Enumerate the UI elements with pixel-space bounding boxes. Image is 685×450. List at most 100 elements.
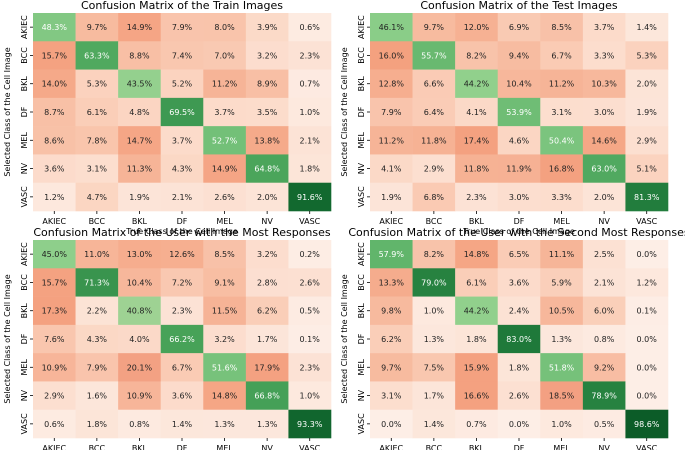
heatmap-cell: [160, 41, 204, 70]
cell-value-label: 4.7%: [87, 193, 108, 202]
heatmap-cell: [412, 69, 456, 99]
y-tick-label: VASC: [357, 413, 366, 435]
cell-value-label: 45.0%: [42, 250, 68, 259]
cell-value-label: 69.5%: [169, 108, 195, 117]
heatmap-cell: [203, 353, 247, 382]
heatmap-cell: [75, 381, 119, 411]
heatmap-cell: [118, 126, 162, 155]
heatmap-cell: [370, 97, 413, 127]
y-tick-label: BKL: [357, 76, 366, 92]
heatmap-cell: [75, 41, 119, 70]
y-tick-label: VASC: [20, 413, 29, 435]
cell-value-label: 14.0%: [42, 80, 68, 89]
cell-value-label: 8.6%: [44, 136, 65, 145]
heatmap-cell: [455, 240, 499, 269]
heatmap-cell: [75, 69, 119, 99]
cell-value-label: 0.1%: [300, 335, 321, 344]
cell-value-label: 0.0%: [381, 420, 402, 429]
heatmap-cell: [540, 268, 584, 297]
x-tick-label: DF: [514, 444, 525, 450]
cell-value-label: 46.1%: [379, 23, 405, 32]
cell-value-label: 81.3%: [634, 193, 660, 202]
cell-value-label: 1.0%: [300, 392, 321, 401]
cell-value-label: 1.3%: [257, 420, 278, 429]
heatmap-cell: [412, 182, 456, 212]
cell-value-label: 3.9%: [257, 23, 278, 32]
x-tick-label: BKL: [132, 444, 148, 450]
cell-value-label: 11.8%: [464, 165, 490, 174]
x-tick-label: BKL: [469, 217, 485, 226]
heatmap-cell: [455, 324, 499, 354]
cell-value-label: 9.8%: [381, 307, 402, 316]
heatmap-cell: [497, 13, 541, 42]
cell-value-label: 12.6%: [169, 250, 195, 259]
cell-value-label: 11.8%: [421, 136, 447, 145]
heatmap-cell: [288, 240, 332, 269]
cell-value-label: 9.4%: [509, 51, 530, 60]
cell-value-label: 57.9%: [379, 250, 405, 259]
y-tick-label: MEL: [357, 132, 366, 149]
cell-value-label: 40.8%: [127, 307, 153, 316]
heatmap-cell: [455, 182, 499, 212]
cell-value-label: 10.4%: [127, 278, 153, 287]
heatmap-cell: [582, 97, 626, 127]
heatmap-cell: [412, 13, 456, 42]
cell-value-label: 6.7%: [551, 51, 572, 60]
heatmap-cell: [118, 353, 162, 382]
heatmap-cell: [625, 41, 669, 70]
cell-value-label: 8.2%: [424, 250, 445, 259]
cell-value-label: 0.0%: [637, 335, 658, 344]
cell-value-label: 2.1%: [594, 278, 615, 287]
cell-value-label: 11.9%: [506, 165, 532, 174]
cell-value-label: 7.0%: [214, 51, 235, 60]
cell-value-label: 66.2%: [169, 335, 195, 344]
heatmap-cell: [245, 97, 289, 127]
heatmap-cell: [497, 381, 541, 411]
heatmap-cell: [118, 97, 162, 127]
heatmap-cell: [118, 268, 162, 297]
heatmap-cell: [582, 353, 626, 382]
y-tick-label: VASC: [20, 186, 29, 208]
heatmap-cell: [412, 268, 456, 297]
heatmap-cell: [160, 182, 204, 212]
heatmap-cell: [33, 324, 76, 354]
cell-value-label: 1.0%: [551, 420, 572, 429]
cell-value-label: 1.2%: [44, 193, 65, 202]
heatmap-cell: [540, 324, 584, 354]
cell-value-label: 3.1%: [551, 108, 572, 117]
cell-value-label: 44.2%: [464, 80, 490, 89]
heatmap-cell: [160, 324, 204, 354]
cell-value-label: 7.9%: [87, 363, 108, 372]
heatmap-cell: [203, 13, 247, 42]
heatmap-cell: [160, 97, 204, 127]
heatmap-cell: [288, 409, 332, 439]
cell-value-label: 3.7%: [172, 136, 193, 145]
heatmap-cell: [412, 324, 456, 354]
cell-value-label: 98.6%: [634, 420, 660, 429]
cell-value-label: 1.2%: [637, 278, 658, 287]
heatmap-cell: [75, 353, 119, 382]
heatmap-cell: [625, 296, 669, 326]
heatmap-cell: [33, 126, 76, 155]
heatmap-cell: [582, 296, 626, 326]
y-tick-label: VASC: [357, 186, 366, 208]
heatmap-cell: [245, 268, 289, 297]
heatmap-cell: [497, 353, 541, 382]
cell-value-label: 0.0%: [637, 363, 658, 372]
cell-value-label: 5.9%: [551, 278, 572, 287]
y-tick-label: NV: [357, 389, 366, 401]
cell-value-label: 20.1%: [127, 363, 153, 372]
heatmap-cell: [370, 182, 413, 212]
heatmap-cell: [118, 182, 162, 212]
y-axis-label: Selected Class of the Cell Image: [340, 274, 349, 403]
x-tick-label: NV: [261, 444, 273, 450]
cell-value-label: 7.5%: [424, 363, 445, 372]
x-axis-label: True Class of the Cell Image: [462, 227, 575, 236]
heatmap-panel-4: Confusion Matrix of the User with the Se…: [340, 226, 685, 450]
cell-value-label: 1.0%: [424, 307, 445, 316]
y-tick-label: BCC: [357, 47, 366, 64]
heatmap-cell: [245, 324, 289, 354]
heatmap-cell: [625, 324, 669, 354]
cell-value-label: 3.5%: [257, 108, 278, 117]
heatmap-cell: [203, 182, 247, 212]
